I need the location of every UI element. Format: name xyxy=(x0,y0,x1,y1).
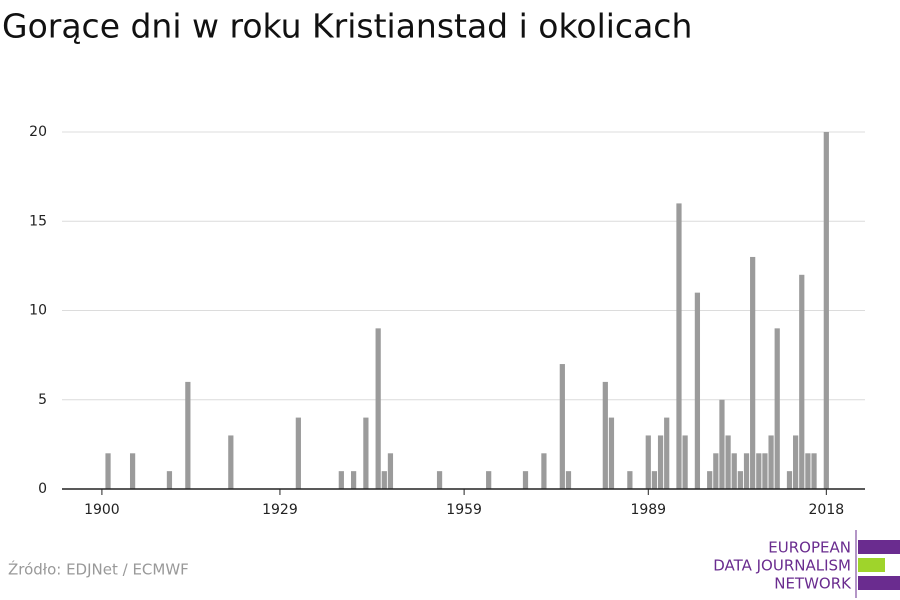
logo: EUROPEAN DATA JOURNALISM NETWORK xyxy=(713,530,900,598)
bar xyxy=(743,453,750,489)
bar xyxy=(713,453,719,489)
logo-bar xyxy=(858,558,885,572)
logo-text: EUROPEAN xyxy=(768,539,851,557)
logo-text: NETWORK xyxy=(774,575,852,593)
bar xyxy=(105,453,111,489)
y-tick-label: 0 xyxy=(38,481,47,497)
bar xyxy=(381,471,387,489)
y-tick-label: 20 xyxy=(29,124,47,140)
logo-bar xyxy=(858,540,900,554)
chart-title: Gorące dni w roku Kristianstad i okolica… xyxy=(2,7,692,46)
bar xyxy=(541,453,547,489)
bar xyxy=(565,471,572,489)
bar xyxy=(811,453,817,489)
bar xyxy=(645,435,651,489)
bar xyxy=(750,256,756,489)
bar xyxy=(627,471,633,489)
bar xyxy=(657,435,664,489)
bar xyxy=(228,435,234,489)
logo-bar xyxy=(858,576,900,590)
y-tick-label: 5 xyxy=(38,392,47,408)
bar xyxy=(694,292,701,489)
bar xyxy=(799,274,805,489)
bar xyxy=(363,417,369,489)
bar xyxy=(651,471,658,489)
bar xyxy=(762,453,768,489)
x-tick-label: 1900 xyxy=(84,502,120,518)
bar xyxy=(793,435,799,489)
bar xyxy=(387,453,394,489)
bar xyxy=(774,328,780,489)
bar xyxy=(129,453,136,489)
bar xyxy=(707,471,713,489)
bar xyxy=(725,435,731,489)
x-tick-label: 1929 xyxy=(262,502,298,518)
bar xyxy=(338,471,344,489)
y-tick-label: 10 xyxy=(29,303,47,319)
bar xyxy=(682,435,688,489)
y-tick-label: 15 xyxy=(29,213,47,229)
bar xyxy=(805,453,811,489)
bar xyxy=(731,453,737,489)
x-tick-label: 1989 xyxy=(630,502,666,518)
bar xyxy=(768,435,774,489)
bar xyxy=(559,364,565,489)
bar xyxy=(676,203,682,489)
bar xyxy=(486,471,492,489)
source: Źródło: EDJNet / ECMWF xyxy=(8,560,189,579)
bar xyxy=(602,381,608,489)
bar xyxy=(608,417,615,489)
bar xyxy=(436,471,443,489)
x-tick-label: 1959 xyxy=(446,502,482,518)
bar xyxy=(756,453,762,489)
bar xyxy=(375,328,381,489)
bar xyxy=(295,417,301,489)
bar xyxy=(166,471,173,489)
bar xyxy=(823,132,829,489)
bar xyxy=(664,417,670,489)
logo-text: DATA JOURNALISM xyxy=(713,557,851,575)
bar xyxy=(522,471,529,489)
bar xyxy=(185,381,191,489)
bar xyxy=(786,471,793,489)
bar xyxy=(351,471,357,489)
bar xyxy=(719,399,725,489)
x-tick-label: 2018 xyxy=(809,502,845,518)
bar xyxy=(737,471,743,489)
